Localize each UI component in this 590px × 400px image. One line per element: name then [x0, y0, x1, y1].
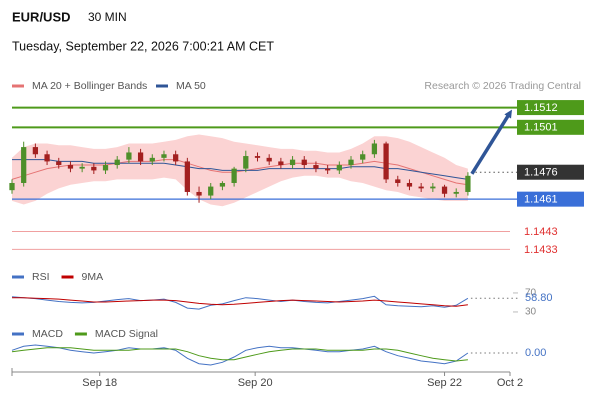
candle-body [406, 182, 413, 187]
indicator-line [12, 297, 468, 307]
candle-body [208, 186, 214, 196]
legend-label: MACD Signal [95, 328, 158, 340]
y-tick-label: 30 [525, 307, 537, 318]
indicator-line [11, 295, 469, 310]
candle-body [348, 159, 354, 166]
candle-body [278, 161, 284, 166]
candle-body [126, 152, 132, 160]
candle-body [231, 168, 237, 183]
candle-body [383, 143, 389, 180]
candle-body [21, 147, 27, 183]
candle-body [289, 159, 296, 166]
legend-label: MA 20 + Bollinger Bands [32, 80, 147, 92]
candle-body [67, 165, 74, 169]
legend-label: MACD [32, 328, 63, 340]
x-tick-label: Sep 18 [82, 377, 117, 389]
level-box [517, 191, 584, 207]
current-price-box [517, 164, 584, 180]
candle-body [243, 156, 249, 169]
candle-body [254, 156, 261, 158]
level-label: 1.1461 [524, 194, 558, 206]
level-box [517, 100, 584, 116]
candle-body [79, 166, 85, 169]
level-box [517, 119, 584, 135]
level-label: 1.1443 [524, 226, 558, 238]
x-tick-label: Sep 20 [238, 377, 273, 389]
candle-body [161, 154, 167, 158]
candle-body [219, 182, 226, 187]
legend-label: MA 50 [176, 80, 206, 92]
candle-body [313, 165, 319, 169]
candle-body [196, 191, 202, 196]
legend-label: 9MA [82, 271, 104, 283]
candle-body [395, 179, 401, 183]
symbol: EUR/USD [12, 9, 71, 24]
legend-label: RSI [32, 271, 50, 283]
candle-body [336, 165, 342, 171]
moving-average [12, 159, 468, 180]
forecast-arrow [470, 112, 511, 175]
timestamp: Tuesday, September 22, 2026 7:00:21 AM C… [12, 39, 274, 53]
candle-body [418, 186, 424, 189]
moving-average [11, 159, 468, 186]
indicator-line [11, 347, 468, 362]
level-label: 1.1433 [524, 244, 558, 256]
candle-body [301, 159, 307, 166]
candle-body [149, 157, 155, 162]
candle-body [9, 182, 15, 191]
candle-body [173, 154, 179, 162]
x-tick-label: Sep 22 [427, 377, 462, 389]
forecast-arrow-head [504, 109, 512, 119]
level-label: 1.1501 [524, 122, 558, 134]
indicator-line [11, 344, 469, 366]
candle-body [430, 186, 436, 189]
candle-body [325, 168, 331, 171]
candle-body [266, 157, 272, 162]
candle-body [360, 154, 366, 160]
credit: Research © 2026 Trading Central [424, 80, 581, 92]
current-value-label: 58.80 [525, 292, 553, 304]
current-value-label: 0.00 [525, 347, 546, 359]
candle-body [441, 186, 448, 194]
candle-body [453, 191, 459, 194]
candle-body [56, 161, 62, 166]
candle-body [91, 166, 97, 171]
current-price-label: 1.1476 [524, 167, 558, 179]
candle-body [114, 159, 120, 166]
candle-body [44, 154, 50, 162]
candle-body [184, 161, 190, 192]
candle-body [371, 143, 378, 155]
y-tick-label: 70 [525, 288, 537, 299]
candle-body [32, 147, 39, 155]
x-tick-label: Oct 2 [497, 377, 523, 389]
candle-body [102, 165, 109, 171]
candle-body [137, 152, 144, 162]
timeframe: 30 MIN [88, 10, 127, 24]
level-label: 1.1512 [524, 102, 558, 114]
candle-body [465, 175, 471, 192]
